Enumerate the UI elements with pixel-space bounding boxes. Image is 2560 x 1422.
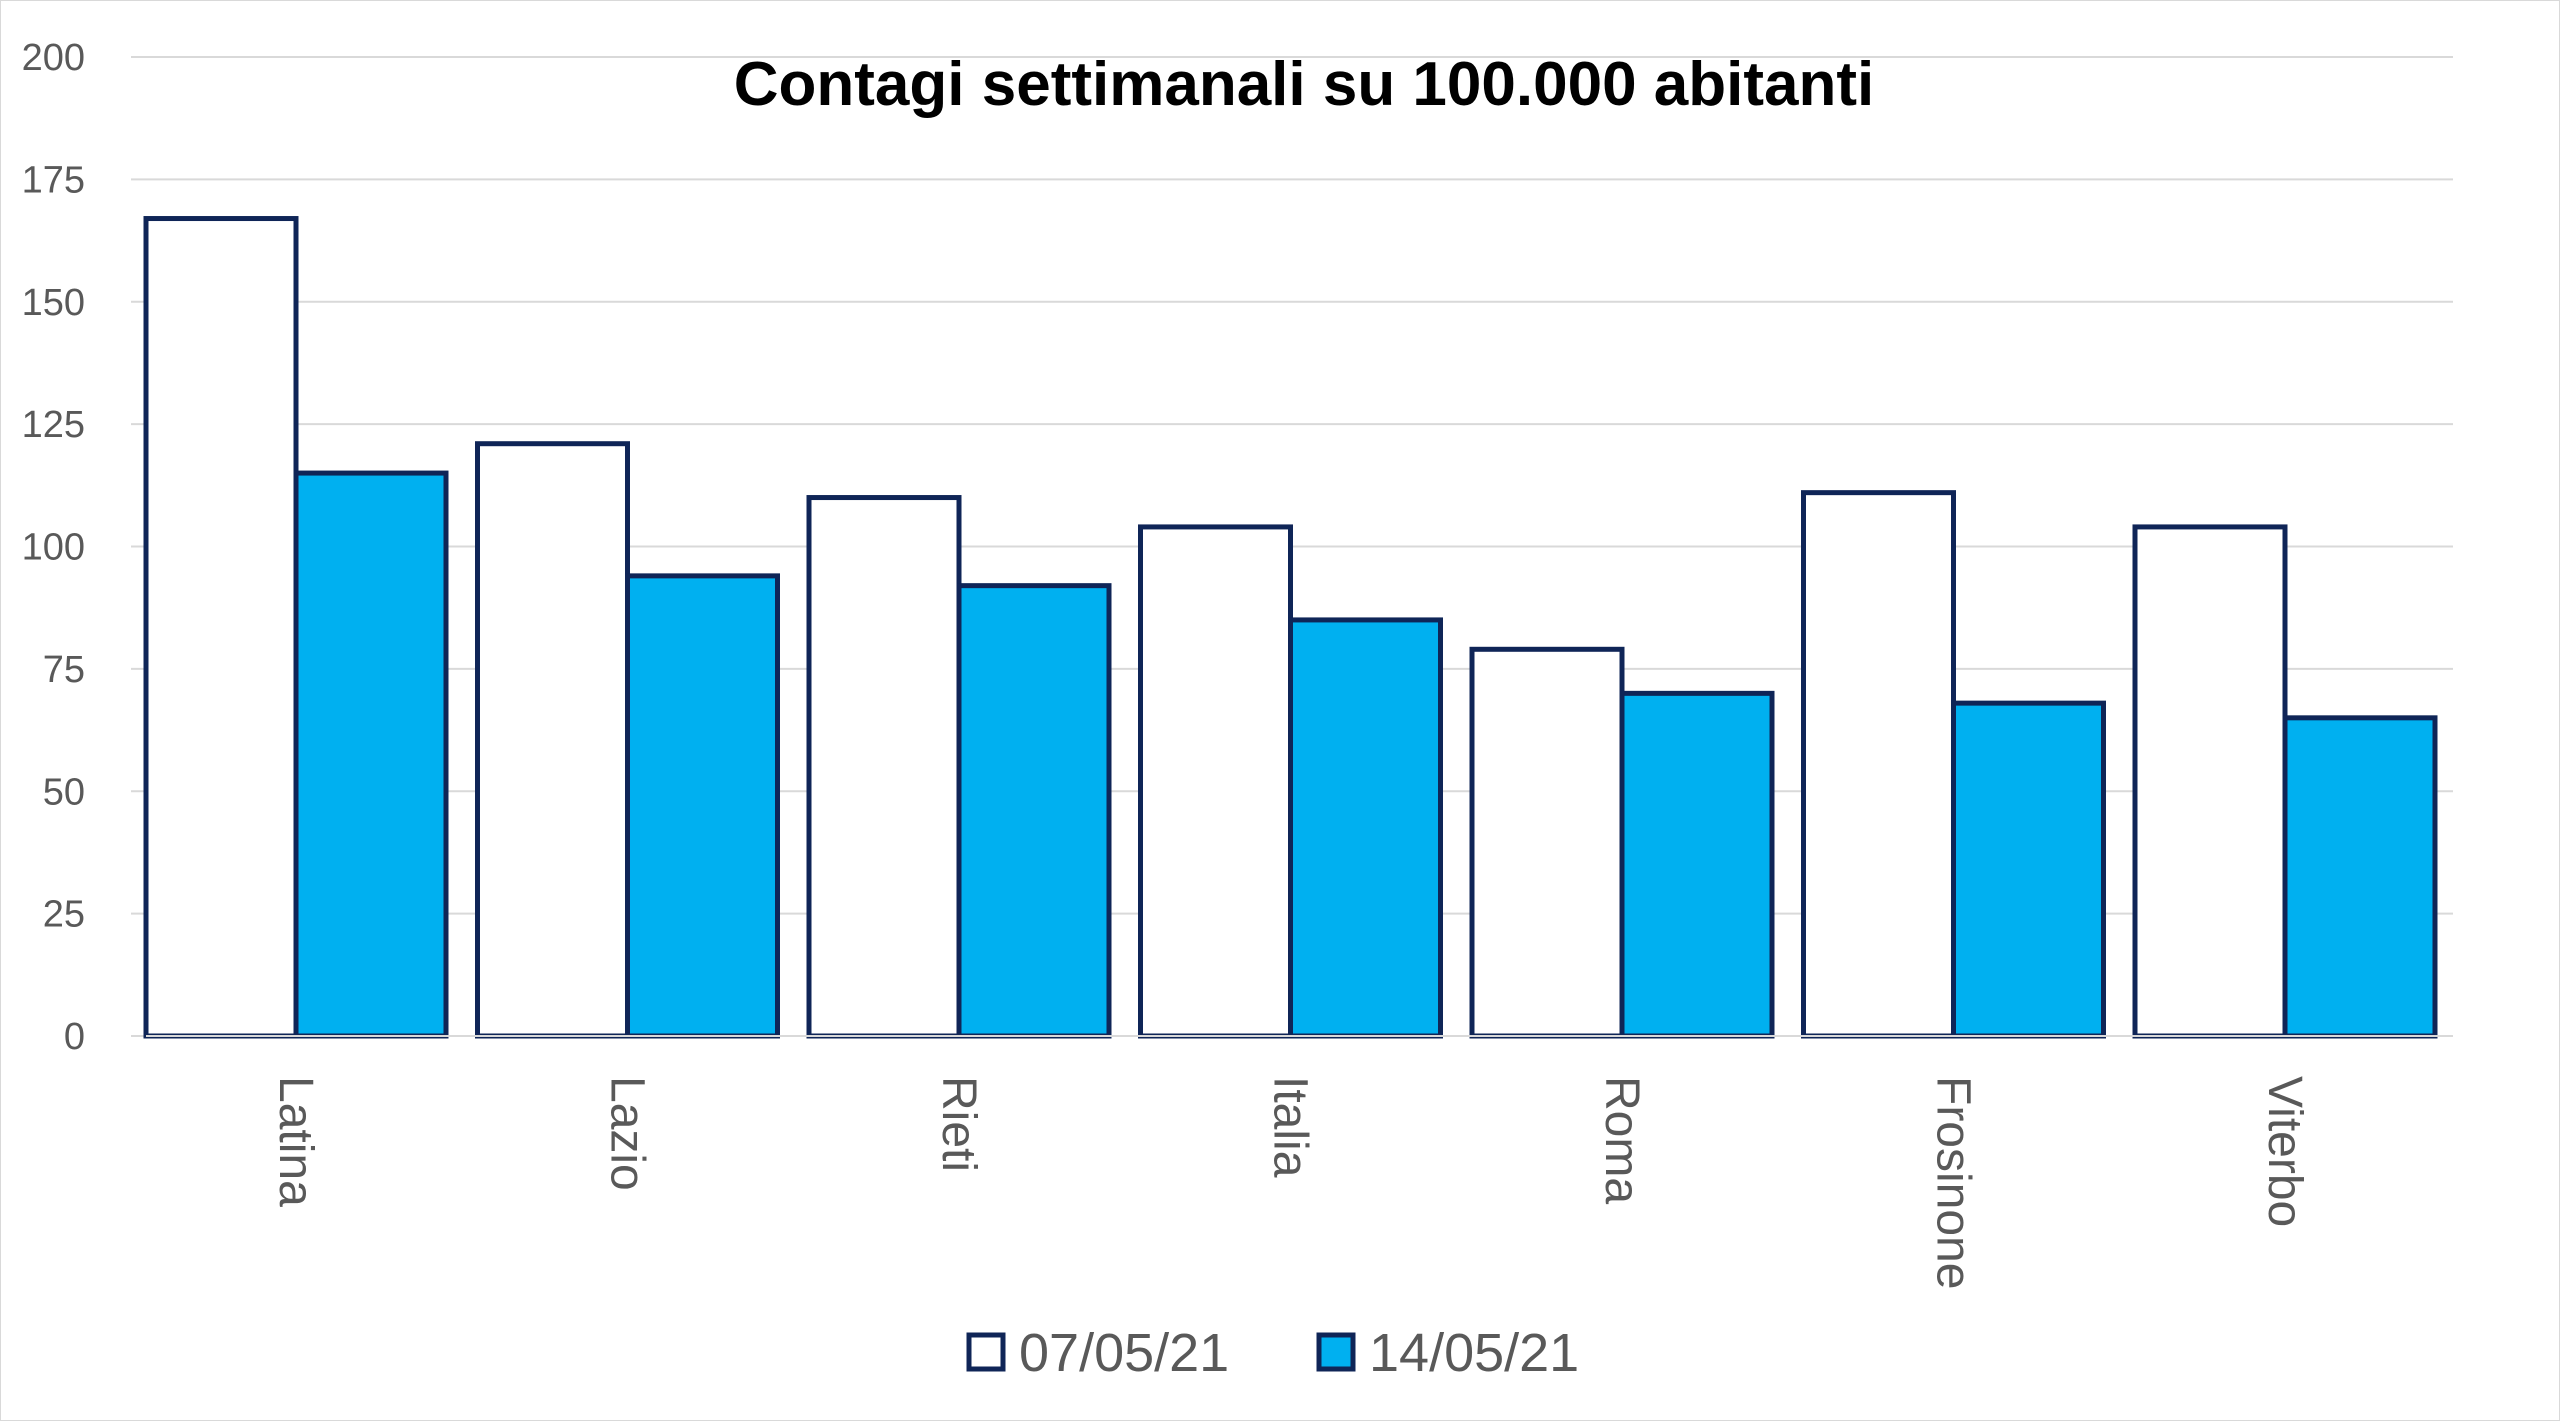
x-axis-labels: Latina Lazio Rieti Italia Roma Frosinone Viter… [269,1076,2311,1289]
bar-italia-series-2 [1288,617,1443,1039]
bar-frosinone-series-2 [1951,700,2106,1039]
bar-viterbo-series-2 [2282,715,2438,1039]
legend-label-1: 07/05/21 [1019,1323,1229,1383]
x-tick-label: Lazio [601,1076,654,1191]
bar-viterbo-series-1 [2132,524,2288,1039]
legend-swatch-1 [966,1332,1006,1372]
y-tick-label: 75 [43,649,85,691]
y-tick-label: 125 [22,404,85,446]
x-tick-label: Frosinone [1927,1076,1980,1289]
x-tick-label: Roma [1595,1076,1648,1204]
x-tick-label: Italia [1264,1076,1317,1178]
bar-rieti-series-2 [956,583,1112,1039]
y-tick-label: 25 [43,894,85,936]
legend-label-2: 14/05/21 [1369,1323,1579,1383]
y-axis-ticks: 0 25 50 75 100 125 150 175 200 [22,37,85,1058]
y-tick-label: 50 [43,771,85,813]
x-tick-label: Viterbo [2258,1076,2311,1227]
bar-frosinone-series-1 [1801,490,1956,1039]
y-tick-label: 0 [64,1016,85,1058]
bar-lazio-series-1 [475,441,630,1039]
bar-lazio-series-2 [625,573,780,1039]
y-tick-label: 175 [22,159,85,201]
y-tick-label: 200 [22,37,85,79]
y-tick-label: 100 [22,527,85,569]
x-tick-label: Latina [269,1076,322,1207]
bar-rieti-series-1 [806,495,962,1039]
y-tick-label: 150 [22,282,85,324]
legend-swatch-2 [1316,1332,1356,1372]
bar-italia-series-1 [1138,524,1293,1039]
bar-roma-series-2 [1619,690,1775,1039]
legend: 07/05/21 14/05/21 [966,1323,1579,1383]
x-tick-label: Rieti [932,1076,985,1172]
bar-latina-series-2 [293,470,449,1039]
bar-roma-series-1 [1469,646,1625,1039]
bar-latina-series-1 [143,216,299,1039]
bars [143,216,2438,1039]
chart-title: Contagi settimanali su 100.000 abitanti [734,50,1874,119]
